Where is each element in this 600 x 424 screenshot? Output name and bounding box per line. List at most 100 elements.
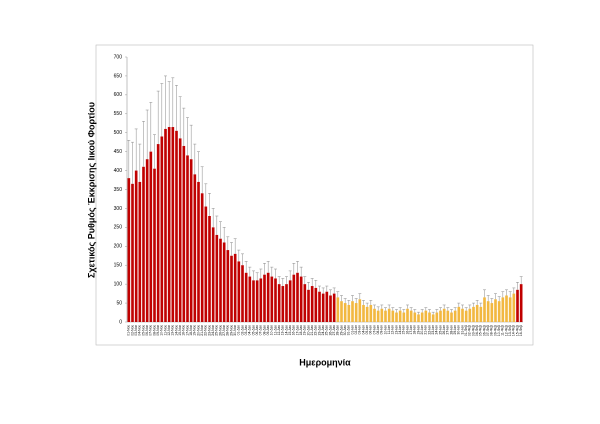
bar <box>208 216 211 322</box>
bar <box>171 127 175 323</box>
y-tick-label: 550 <box>114 111 123 117</box>
x-tick-label: 01-Ιαν <box>350 325 354 335</box>
x-tick-label: 21-Νοε <box>200 325 204 336</box>
x-tick-label: 10-Νοε <box>160 325 164 336</box>
y-tick-label: 0 <box>119 319 122 325</box>
bar <box>299 276 303 322</box>
y-tick-label: 300 <box>114 206 123 212</box>
x-tick-label: 29-Δεκ <box>339 325 343 336</box>
bar <box>413 312 417 322</box>
bar <box>197 181 200 322</box>
bar <box>303 284 307 322</box>
x-tick-label: 09-Δεκ <box>266 325 270 336</box>
bar <box>244 272 248 322</box>
x-tick-label: 12-Ιαν <box>391 325 395 335</box>
bar <box>351 301 354 322</box>
bar <box>160 136 164 322</box>
bar <box>145 159 149 322</box>
bar <box>479 306 483 322</box>
x-tick-label: 10-Ιαν <box>383 325 387 335</box>
x-tick-label: 18-Νοε <box>189 325 193 336</box>
bar <box>156 144 160 322</box>
bar <box>461 308 464 322</box>
x-tick-label: 22-Δεκ <box>314 325 318 336</box>
x-tick-label: 04-Νοε <box>138 325 142 336</box>
bar <box>186 155 189 322</box>
x-tick-label: 11-Φεβ <box>501 325 505 336</box>
bar <box>362 304 365 322</box>
x-tick-label: 06-Φεβ <box>482 325 486 336</box>
x-tick-label: 24-Δεκ <box>321 325 325 336</box>
bar <box>336 297 340 322</box>
x-tick-label: 26-Ιαν <box>442 325 446 335</box>
x-tick-label: 02-Ιαν <box>354 325 358 335</box>
bar <box>189 159 193 322</box>
bar <box>395 312 398 322</box>
bar <box>450 312 453 322</box>
x-tick-label: 06-Νοε <box>145 325 149 336</box>
y-tick-label: 700 <box>114 54 123 60</box>
x-tick-label: 01-Δεκ <box>237 325 241 336</box>
bar <box>428 312 431 322</box>
x-tick-label: 17-Ιαν <box>409 325 413 335</box>
x-tick-label: 08-Νοε <box>152 325 156 336</box>
x-tick-label: 20-Νοε <box>196 325 200 336</box>
x-tick-label: 04-Φεβ <box>475 325 479 336</box>
bar <box>468 308 472 322</box>
x-tick-label: 03-Νοε <box>134 325 138 336</box>
bar <box>417 314 420 322</box>
bar <box>384 310 387 322</box>
x-tick-label: 30-Νοε <box>233 325 237 336</box>
x-tick-label: 13-Δεκ <box>281 325 285 336</box>
bar <box>494 299 497 322</box>
x-tick-label: 20-Δεκ <box>306 325 310 336</box>
bar <box>138 181 142 322</box>
bar <box>442 308 446 322</box>
bar <box>310 286 314 322</box>
bar <box>263 274 266 322</box>
x-tick-label: 12-Δεκ <box>277 325 281 336</box>
x-tick-label: 19-Νοε <box>193 325 197 336</box>
y-tick-label: 250 <box>114 225 123 231</box>
x-tick-label: 02-Νοε <box>130 325 134 336</box>
x-tick-label: 04-Δεκ <box>248 325 252 336</box>
bar <box>219 238 222 322</box>
bar <box>248 276 252 322</box>
bar <box>266 272 270 322</box>
x-tick-label: 21-Ιαν <box>424 325 428 335</box>
x-tick-label: 13-Νοε <box>171 325 175 336</box>
bar <box>512 293 516 322</box>
bar <box>354 303 358 322</box>
y-tick-label: 600 <box>114 92 123 98</box>
x-tick-label: 11-Ιαν <box>387 325 391 335</box>
x-tick-label: 17-Δεκ <box>295 325 299 336</box>
x-tick-label: 30-Ιαν <box>457 325 461 335</box>
x-tick-label: 20-Ιαν <box>420 325 424 335</box>
y-tick-label: 50 <box>116 300 122 306</box>
x-tick-label: 04-Ιαν <box>361 325 365 335</box>
bar <box>409 310 413 322</box>
bar <box>178 138 182 322</box>
y-tick-label: 500 <box>114 130 123 136</box>
bar <box>424 310 428 322</box>
bar <box>402 312 406 322</box>
bar <box>211 227 215 322</box>
x-tick-label: 01-Νοε <box>127 325 131 336</box>
y-tick-label: 200 <box>114 244 123 250</box>
x-tick-label: 14-Φεβ <box>512 325 516 336</box>
bar <box>325 291 329 322</box>
x-tick-label: 16-Ιαν <box>405 325 409 335</box>
x-tick-label: 23-Νοε <box>207 325 211 336</box>
x-tick-label: 14-Ιαν <box>398 325 402 335</box>
bar <box>486 301 490 322</box>
x-tick-label: 17-Νοε <box>185 325 189 336</box>
bar <box>164 128 167 322</box>
bar <box>490 303 494 322</box>
bar <box>435 312 439 322</box>
bar <box>314 287 318 322</box>
bar <box>406 308 409 322</box>
y-tick-label: 400 <box>114 168 123 174</box>
y-tick-label: 150 <box>114 263 123 269</box>
bar <box>259 278 263 322</box>
